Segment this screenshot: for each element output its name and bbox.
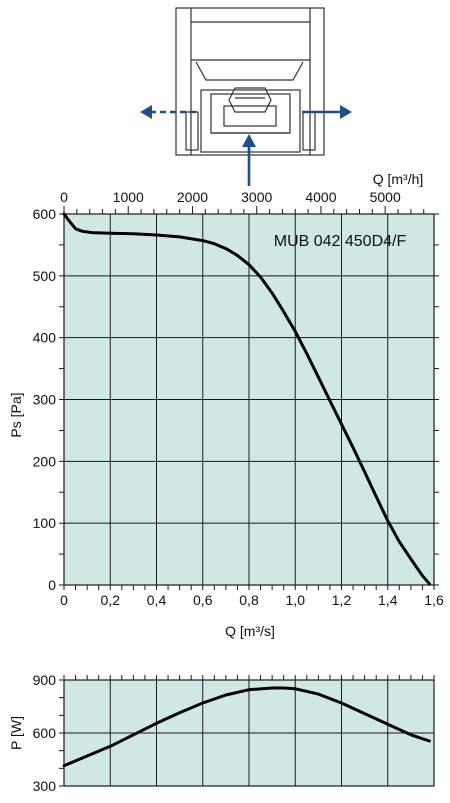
- secondary-x-tick-label: 2000: [177, 189, 208, 205]
- y-axis-label: Ps [Pa]: [8, 392, 24, 437]
- x-tick-label: 1,4: [378, 592, 398, 608]
- y-tick-labels: 300 600 900: [33, 672, 57, 794]
- x-tick-label: 0: [60, 592, 68, 608]
- y-tick-label: 200: [33, 453, 57, 469]
- secondary-x-tick-label: 0: [60, 189, 68, 205]
- secondary-x-tick-labels: 0 1000 2000 3000 4000 5000: [60, 189, 401, 205]
- secondary-x-tick-label: 5000: [370, 189, 401, 205]
- x-tick-label: 0,4: [147, 592, 167, 608]
- y-axis-label: P [W]: [8, 716, 24, 750]
- y-tick-labels: 0 100 200 300 400 500 600: [33, 206, 57, 593]
- airflow-arrow-icon: [140, 105, 352, 186]
- secondary-x-axis-label: Q [m³/h]: [373, 171, 424, 187]
- y-tick-label: 900: [33, 672, 57, 688]
- x-tick-label: 0,8: [239, 592, 259, 608]
- secondary-x-tick-label: 4000: [305, 189, 336, 205]
- x-tick-label: 1,0: [286, 592, 306, 608]
- x-tick-label: 0,6: [193, 592, 213, 608]
- minor-ticks: [59, 675, 435, 787]
- power-curve: [62, 686, 431, 768]
- y-tick-label: 0: [48, 577, 56, 593]
- secondary-x-tick-label: 1000: [113, 189, 144, 205]
- y-tick-label: 600: [33, 725, 57, 741]
- y-tick-label: 600: [33, 206, 57, 222]
- pressure-chart: 0 0,2 0,4 0,6 0,8 1,0 1,2 1,4 1,6 0 100 200 300 400 5…: [8, 171, 444, 639]
- x-tick-labels: 0 0,2 0,4 0,6 0,8 1,0 1,2 1,4 1,6: [60, 592, 444, 608]
- x-axis-label: Q [m³/s]: [225, 623, 275, 639]
- minor-ticks: [59, 206, 439, 590]
- y-tick-label: 500: [33, 268, 57, 284]
- y-tick-label: 300: [33, 778, 57, 794]
- fan-unit-schematic-icon: [175, 7, 325, 156]
- secondary-x-tick-label: 3000: [241, 189, 272, 205]
- power-chart: 300 600 900 P [W]: [8, 672, 435, 794]
- y-tick-label: 100: [33, 515, 57, 531]
- x-tick-label: 1,2: [332, 592, 352, 608]
- chart-title: MUB 042 450D4/F: [274, 233, 407, 250]
- plot-frame: [63, 213, 435, 586]
- x-tick-label: 1,6: [424, 592, 444, 608]
- pressure-curve: [62, 212, 431, 586]
- x-tick-label: 0,2: [101, 592, 121, 608]
- y-tick-label: 300: [33, 392, 57, 408]
- plot-frame: [63, 679, 435, 787]
- y-tick-label: 400: [33, 330, 57, 346]
